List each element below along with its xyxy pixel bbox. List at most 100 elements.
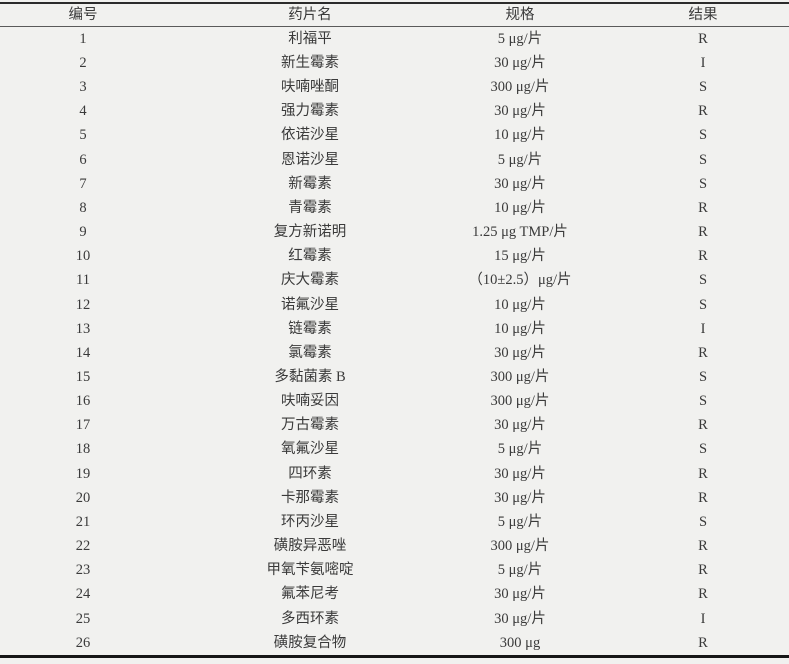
table-row: 5 依诺沙星 10 μg/片 S [0,124,789,148]
cell-drug-name: 氟苯尼考 [281,586,339,603]
cell-spec: 1.25 μg TMP/片 [472,224,568,241]
cell-spec: 10 μg/片 [494,199,546,216]
cell-result: R [698,30,708,47]
cell-result: S [698,272,708,289]
table-row: 22 磺胺异恶唑 300 μg/片 R [0,534,789,558]
cell-number: 16 [75,393,91,410]
cell-result: I [700,610,706,627]
cell-drug-name: 呋喃唑酮 [281,79,339,96]
cell-spec: 10 μg/片 [494,127,546,144]
table-row: 2 新生霉素 30 μg/片 I [0,51,789,75]
cell-spec: 300 μg/片 [490,538,550,555]
cell-spec: 15 μg/片 [494,248,546,265]
cell-result: S [698,296,708,313]
cell-number: 20 [75,489,91,506]
cell-drug-name: 复方新诺明 [273,224,347,241]
cell-result: S [698,369,708,386]
cell-result: R [698,199,708,216]
table-row: 16 呋喃妥因 300 μg/片 S [0,389,789,413]
cell-drug-name: 甲氧苄氨嘧啶 [266,562,354,579]
table-row: 26 磺胺复合物 300 μg R [0,631,789,655]
table-row: 6 恩诺沙星 5 μg/片 S [0,148,789,172]
column-header-drug-name: 药片名 [288,6,332,23]
cell-result: R [698,489,708,506]
cell-result: R [698,103,708,120]
table-top-border [0,2,789,4]
cell-drug-name: 多黏菌素 B [274,369,346,386]
table-row: 25 多西环素 30 μg/片 I [0,607,789,631]
cell-drug-name: 利福平 [288,30,332,47]
cell-spec: 30 μg/片 [494,489,546,506]
cell-number: 8 [79,199,87,216]
table-row: 20 卡那霉素 30 μg/片 R [0,486,789,510]
cell-result: S [698,127,708,144]
cell-spec: 300 μg [499,634,541,651]
cell-spec: 30 μg/片 [494,103,546,120]
column-header-number: 编号 [68,6,98,23]
table-header-row: 编号 药片名 规格 结果 [0,4,789,26]
cell-result: S [698,151,708,168]
cell-result: I [700,54,706,71]
cell-drug-name: 卡那霉素 [281,489,339,506]
table-row: 8 青霉素 10 μg/片 R [0,196,789,220]
cell-number: 1 [79,30,87,47]
cell-drug-name: 诺氟沙星 [281,296,339,313]
column-header-spec: 规格 [505,6,535,23]
table-row: 1 利福平 5 μg/片 R [0,27,789,51]
cell-number: 15 [75,369,91,386]
cell-spec: 10 μg/片 [494,320,546,337]
cell-drug-name: 强力霉素 [281,103,339,120]
cell-spec: 30 μg/片 [494,610,546,627]
cell-spec: 300 μg/片 [490,369,550,386]
cell-spec: 5 μg/片 [497,562,543,579]
cell-drug-name: 红霉素 [288,248,332,265]
cell-result: R [698,465,708,482]
cell-spec: 5 μg/片 [497,30,543,47]
header-underline [0,26,789,27]
cell-number: 24 [75,586,91,603]
table-row: 23 甲氧苄氨嘧啶 5 μg/片 R [0,558,789,582]
cell-number: 17 [75,417,91,434]
cell-drug-name: 链霉素 [288,320,332,337]
cell-spec: 30 μg/片 [494,54,546,71]
cell-number: 23 [75,562,91,579]
cell-result: R [698,634,708,651]
cell-number: 10 [75,248,91,265]
table-row: 19 四环素 30 μg/片 R [0,462,789,486]
table-row: 17 万古霉素 30 μg/片 R [0,414,789,438]
cell-number: 19 [75,465,91,482]
cell-number: 13 [75,320,91,337]
table-row: 4 强力霉素 30 μg/片 R [0,99,789,123]
cell-result: S [698,441,708,458]
cell-number: 5 [79,127,87,144]
cell-spec: 30 μg/片 [494,417,546,434]
cell-spec: 5 μg/片 [497,151,543,168]
cell-spec: 30 μg/片 [494,175,546,192]
cell-drug-name: 万古霉素 [281,417,339,434]
cell-number: 11 [76,272,90,289]
table-row: 7 新霉素 30 μg/片 S [0,172,789,196]
cell-result: R [698,224,708,241]
table-row: 10 红霉素 15 μg/片 R [0,244,789,268]
cell-drug-name: 恩诺沙星 [281,151,339,168]
cell-spec: 5 μg/片 [497,513,543,530]
cell-spec: 300 μg/片 [490,393,550,410]
cell-drug-name: 环丙沙星 [281,513,339,530]
cell-result: R [698,248,708,265]
table-row: 11 庆大霉素 （10±2.5）μg/片 S [0,269,789,293]
cell-number: 3 [79,79,87,96]
cell-number: 2 [79,54,87,71]
cell-drug-name: 新生霉素 [281,54,339,71]
cell-spec: 30 μg/片 [494,344,546,361]
cell-number: 18 [75,441,91,458]
cell-number: 7 [79,175,87,192]
cell-result: R [698,586,708,603]
table-row: 14 氯霉素 30 μg/片 R [0,341,789,365]
cell-drug-name: 呋喃妥因 [281,393,339,410]
table-body: 1 利福平 5 μg/片 R 2 新生霉素 30 μg/片 I 3 呋喃唑酮 3… [0,27,789,655]
cell-drug-name: 依诺沙星 [281,127,339,144]
cell-number: 6 [79,151,87,168]
cell-drug-name: 庆大霉素 [281,272,339,289]
cell-result: R [698,344,708,361]
